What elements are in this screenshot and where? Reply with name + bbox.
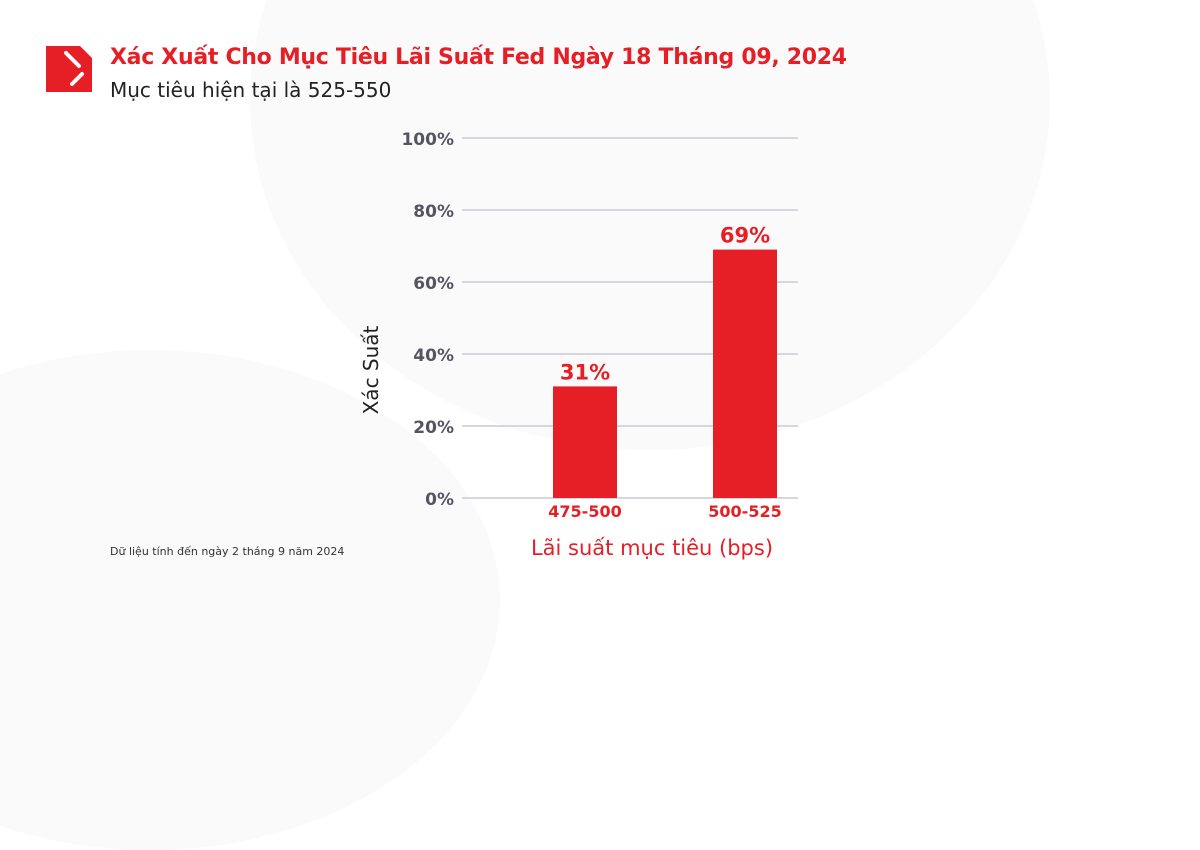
x-axis-label: Lãi suất mục tiêu (bps) <box>531 536 773 560</box>
bar <box>713 249 777 498</box>
x-tick-label: 475-500 <box>548 502 621 521</box>
data-label: 31% <box>560 360 610 384</box>
data-label: 69% <box>720 224 770 248</box>
footnote: Dữ liệu tính đến ngày 2 tháng 9 năm 2024 <box>110 545 345 558</box>
chart-subtitle: Mục tiêu hiện tại là 525-550 <box>110 78 392 102</box>
bar <box>553 386 617 498</box>
y-tick-label: 60% <box>413 274 454 294</box>
chart-title: Xác Xuất Cho Mục Tiêu Lãi Suất Fed Ngày … <box>110 45 847 70</box>
y-tick-label: 40% <box>413 346 454 366</box>
y-tick-label: 20% <box>413 418 454 438</box>
y-tick-label: 0% <box>425 490 454 510</box>
y-tick-label: 100% <box>401 130 454 150</box>
brand-logo-icon <box>46 46 92 92</box>
bar-chart: 0% 20% 40% 60% 80% 100% 31% 475-500 69% 500-525 X… <box>359 130 798 560</box>
x-tick-label: 500-525 <box>708 502 781 521</box>
y-axis-label: Xác Suất <box>359 325 383 414</box>
y-tick-label: 80% <box>413 202 454 222</box>
